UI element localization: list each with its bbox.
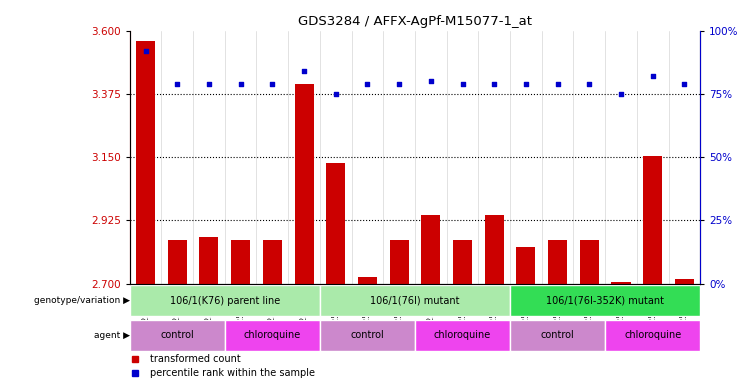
Bar [231, 240, 250, 284]
Text: genotype/variation ▶: genotype/variation ▶ [33, 296, 130, 305]
Bar [605, 320, 700, 351]
Bar [643, 156, 662, 284]
Text: chloroquine: chloroquine [624, 330, 681, 340]
Point [235, 81, 247, 87]
Point [267, 81, 279, 87]
Bar [130, 285, 320, 316]
Text: chloroquine: chloroquine [434, 330, 491, 340]
Text: 106/1(K76) parent line: 106/1(K76) parent line [170, 296, 280, 306]
Bar [320, 320, 415, 351]
Bar [294, 84, 313, 284]
Bar [263, 240, 282, 284]
Title: GDS3284 / AFFX-AgPf-M15077-1_at: GDS3284 / AFFX-AgPf-M15077-1_at [298, 15, 532, 28]
Text: agent ▶: agent ▶ [93, 331, 130, 340]
Point [520, 81, 532, 87]
Text: transformed count: transformed count [150, 354, 240, 364]
Point [583, 81, 595, 87]
Text: control: control [160, 330, 194, 340]
Bar [390, 240, 408, 284]
Point [393, 81, 405, 87]
Bar [548, 240, 567, 284]
Text: chloroquine: chloroquine [244, 330, 301, 340]
Text: 106/1(76I) mutant: 106/1(76I) mutant [370, 296, 459, 306]
Point [551, 81, 563, 87]
Point [425, 78, 436, 84]
Point [488, 81, 500, 87]
Point [139, 48, 151, 54]
Bar [320, 285, 510, 316]
Bar [415, 320, 510, 351]
Bar [167, 240, 187, 284]
Bar [510, 320, 605, 351]
Bar [675, 280, 694, 284]
Text: control: control [541, 330, 574, 340]
Point [456, 81, 468, 87]
Bar [130, 320, 225, 351]
Point [615, 91, 627, 97]
Bar [510, 285, 700, 316]
Bar [422, 215, 440, 284]
Bar [326, 163, 345, 284]
Bar [199, 237, 219, 284]
Point [330, 91, 342, 97]
Point [171, 81, 183, 87]
Bar [225, 320, 320, 351]
Bar [579, 240, 599, 284]
Bar [516, 247, 536, 284]
Bar [611, 282, 631, 284]
Point [298, 68, 310, 74]
Text: percentile rank within the sample: percentile rank within the sample [150, 368, 315, 378]
Text: 106/1(76I-352K) mutant: 106/1(76I-352K) mutant [546, 296, 664, 306]
Bar [485, 215, 504, 284]
Bar [358, 276, 377, 284]
Point [679, 81, 691, 87]
Point [362, 81, 373, 87]
Point [647, 73, 659, 79]
Text: control: control [350, 330, 385, 340]
Bar [453, 240, 472, 284]
Point [203, 81, 215, 87]
Bar [136, 41, 155, 284]
